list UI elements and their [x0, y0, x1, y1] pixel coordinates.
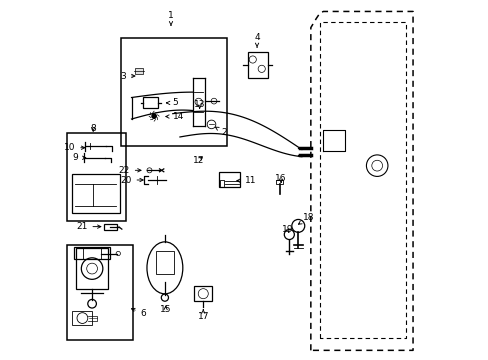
Bar — [276, 180, 283, 184]
Text: 8: 8 — [90, 123, 96, 132]
Circle shape — [151, 113, 157, 119]
Text: 13: 13 — [194, 100, 205, 109]
Text: 20: 20 — [120, 176, 143, 185]
Bar — [194, 286, 212, 301]
Bar — [74, 247, 110, 259]
Text: 5: 5 — [166, 98, 178, 107]
Bar — [219, 172, 240, 187]
Text: 22: 22 — [118, 166, 141, 175]
Text: 1: 1 — [168, 10, 174, 25]
Bar — [67, 134, 126, 221]
Bar — [103, 224, 117, 230]
Text: 18: 18 — [298, 213, 313, 224]
Text: 14: 14 — [165, 112, 184, 121]
Bar — [247, 52, 267, 78]
Text: 16: 16 — [275, 175, 286, 184]
Bar — [156, 251, 174, 274]
Text: 2: 2 — [215, 127, 226, 137]
Text: 12: 12 — [192, 156, 204, 165]
Bar — [143, 97, 158, 108]
Text: 4: 4 — [254, 33, 259, 47]
Text: 15: 15 — [160, 305, 171, 314]
Bar — [67, 244, 133, 339]
Text: 10: 10 — [63, 143, 84, 152]
Bar — [76, 248, 108, 289]
Text: 19: 19 — [281, 225, 293, 234]
Bar — [72, 311, 92, 325]
Text: 3: 3 — [120, 72, 135, 81]
Text: 17: 17 — [197, 310, 208, 321]
Text: 6: 6 — [131, 309, 146, 318]
Text: 11: 11 — [236, 176, 256, 185]
Text: 21: 21 — [76, 222, 101, 231]
Bar — [121, 39, 226, 146]
Bar — [135, 68, 142, 74]
Bar — [72, 174, 120, 213]
Text: 9: 9 — [72, 153, 85, 162]
